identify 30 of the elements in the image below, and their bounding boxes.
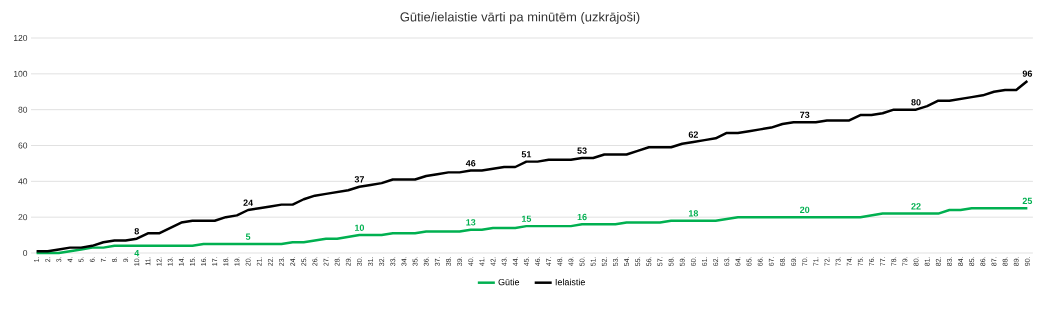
data-label: 51 bbox=[521, 151, 532, 158]
data-label: 22 bbox=[911, 203, 921, 210]
y-tick-label: 60 bbox=[18, 142, 28, 149]
data-label: 13 bbox=[466, 219, 476, 226]
y-tick-label: 20 bbox=[18, 214, 28, 221]
y-tick-label: 120 bbox=[13, 35, 28, 41]
data-label: 20 bbox=[800, 206, 810, 213]
y-tick-label: 40 bbox=[18, 178, 28, 185]
data-label: 73 bbox=[800, 111, 810, 119]
data-label: 37 bbox=[354, 176, 364, 183]
data-label: 80 bbox=[911, 99, 921, 106]
data-label: 18 bbox=[688, 210, 699, 217]
data-label: 53 bbox=[577, 147, 587, 154]
data-label: 4 bbox=[134, 250, 140, 257]
data-label: 15 bbox=[521, 215, 532, 222]
data-label: 25 bbox=[1022, 197, 1033, 205]
data-label: 24 bbox=[243, 199, 254, 206]
data-label: 5 bbox=[245, 233, 251, 240]
data-label: 62 bbox=[688, 131, 698, 138]
legend-label: Gūtie bbox=[498, 278, 520, 286]
data-label: 46 bbox=[465, 160, 476, 167]
y-tick-label: 100 bbox=[13, 70, 28, 77]
data-label: 16 bbox=[577, 213, 587, 221]
data-label: 10 bbox=[354, 224, 365, 231]
legend-label: Ielaistie bbox=[555, 278, 585, 286]
chart-title: Gūtie/ielaistie vārti pa minūtēm (uzkrājoši) bbox=[400, 11, 640, 25]
data-label: 96 bbox=[1022, 70, 1033, 77]
y-tick-label: 0 bbox=[23, 250, 28, 256]
y-tick-label: 80 bbox=[18, 106, 28, 113]
data-label: 8 bbox=[134, 228, 139, 235]
